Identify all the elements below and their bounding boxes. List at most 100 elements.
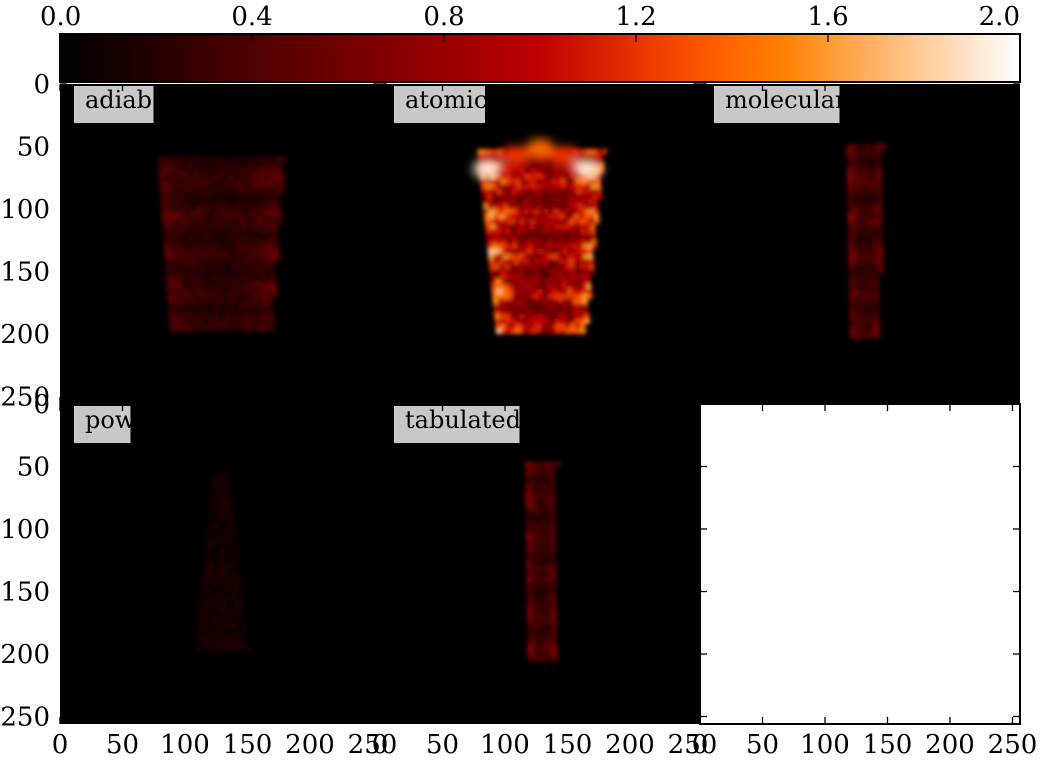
heatmap-cell [489,264,495,269]
heatmap-cell [547,646,553,652]
heatmap-cell [530,471,536,477]
heatmap-cell [187,161,193,167]
heatmap-cell [545,496,551,502]
heatmap-cell [234,246,240,252]
heatmap-cell [215,647,220,653]
heatmap-cell [513,309,519,314]
heatmap-cell [246,281,252,287]
heatmap-cell [531,571,537,577]
heatmap-cell [254,256,260,262]
heatmap-cell [164,256,170,262]
heatmap-cell [557,299,563,304]
heatmap-cell [557,249,563,254]
heatmap-cell [876,159,882,164]
heatmap-cell [512,199,518,204]
heatmap-cell [173,236,179,242]
heatmap-cell [227,527,232,533]
heatmap-cell [525,229,531,234]
heatmap-cell [232,522,238,528]
heatmap-cell [523,304,529,309]
heatmap-cell [566,234,572,239]
heatmap-cell [853,264,859,269]
heatmap-cell [582,199,588,204]
heatmap-cell [545,501,551,507]
heatmap-cell [208,166,214,172]
heatmap-cell [172,156,178,162]
heatmap-cell [519,264,525,269]
heatmap-cell [590,229,596,234]
heatmap-cell [195,201,201,207]
heatmap-cell [546,566,552,572]
heatmap-cell [213,166,219,172]
heatmap-cell [519,214,525,219]
heatmap-cell [267,221,273,227]
heatmap-cell [224,602,230,608]
heatmap-cell [857,194,863,199]
heatmap-cell [877,214,883,219]
heatmap-cell [541,591,547,597]
heatmap-cell [498,259,504,264]
heatmap-cell [504,314,510,319]
axis-ticks [379,403,700,724]
heatmap-cell [586,189,592,194]
heatmap-cell [262,291,268,297]
heatmap-cell [223,231,228,237]
heatmap-cell [488,154,493,159]
heatmap-cell [548,259,554,264]
heatmap-cell [540,466,546,472]
heatmap-cell [859,329,865,334]
heatmap-cell [269,251,275,257]
heatmap-cell [550,491,556,497]
heatmap-cell [230,547,235,553]
heatmap-cell [852,214,858,219]
heatmap-cell [526,586,532,592]
heatmap-cell [169,181,175,187]
heatmap-cell [856,144,862,149]
heatmap-cell [535,506,541,512]
heatmap-cell [551,329,556,334]
heatmap-cell [559,264,565,269]
heatmap-cell [249,326,255,332]
heatmap-cell [209,557,214,563]
heatmap-cell [243,311,249,317]
heatmap-cell [579,314,585,319]
heatmap-cell [581,289,587,294]
heatmap-cell [200,597,205,603]
heatmap-cell [262,296,268,302]
heatmap-cell [253,241,259,247]
heatmap-cell [255,196,261,202]
heatmap-cell [544,269,550,274]
heatmap-cell [203,612,209,618]
heatmap-cell [165,271,171,277]
heatmap-cell [161,211,167,217]
heatmap-cell [226,281,232,287]
heatmap-cell [220,647,225,653]
heatmap-cell [195,261,201,267]
heatmap-cell [591,234,597,239]
heatmap-cell [551,556,557,562]
heatmap-cell [532,651,538,657]
heatmap-cell [524,219,530,224]
colorbar-tick-label: 2.0 [979,2,1020,32]
heatmap-cell [175,261,181,267]
heatmap-cell [529,169,535,174]
heatmap-cell [191,281,197,287]
heatmap-cell [267,286,272,292]
heatmap-cell [555,279,561,284]
heatmap-cell [267,291,273,297]
heatmap-cell [226,211,232,217]
heatmap-cell [520,279,526,284]
heatmap-cell [545,174,551,179]
heatmap-cell [209,507,214,513]
heatmap-cell [500,174,506,179]
heatmap-cell [250,266,256,272]
heatmap-cell [547,294,553,299]
heatmap-cell [575,279,581,284]
heatmap-cell [509,269,515,274]
heatmap-cell [238,166,244,172]
heatmap-cell [182,291,188,297]
heatmap-cell [573,309,579,314]
heatmap-cell [235,547,240,553]
heatmap-cell [488,209,494,214]
heatmap-cell [210,592,216,598]
